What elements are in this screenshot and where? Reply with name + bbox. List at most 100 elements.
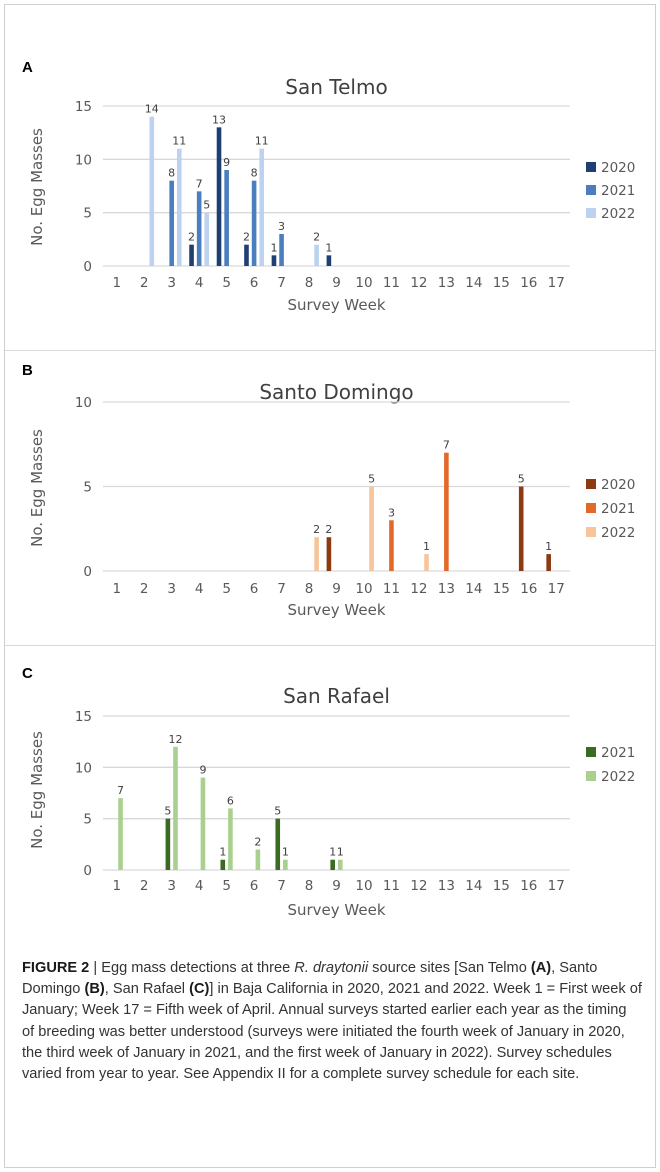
- y-tick-label: 10: [75, 760, 92, 776]
- x-tick-label: 2: [140, 581, 149, 597]
- bar-2020: [326, 537, 332, 571]
- x-tick-label: 15: [493, 581, 510, 597]
- y-axis-label: No. Egg Masses: [28, 731, 46, 849]
- x-tick-label: 5: [222, 275, 231, 291]
- bar-2022: [204, 212, 210, 266]
- data-label: 1: [329, 846, 336, 859]
- x-tick-label: 9: [332, 878, 341, 894]
- y-tick-label: 0: [83, 259, 92, 275]
- x-tick-label: 10: [355, 878, 372, 894]
- data-label: 1: [270, 241, 277, 254]
- bar-2022: [283, 859, 288, 870]
- figure-label: FIGURE 2: [22, 960, 90, 976]
- y-tick-label: 5: [83, 206, 92, 222]
- legend-swatch: [586, 162, 596, 172]
- data-label: 1: [337, 846, 344, 859]
- bar-2021: [275, 818, 281, 870]
- data-label: 2: [325, 523, 332, 536]
- x-tick-label: 9: [332, 581, 341, 597]
- bar-2022: [149, 116, 155, 266]
- legend-label: 2020: [601, 160, 635, 176]
- x-tick-label: 13: [438, 275, 455, 291]
- x-tick-label: 12: [410, 275, 427, 291]
- bar-2021: [251, 180, 257, 266]
- x-tick-label: 1: [112, 878, 121, 894]
- bar-2021: [220, 859, 226, 870]
- bar-2022: [424, 554, 429, 571]
- y-tick-label: 5: [83, 480, 92, 496]
- x-tick-label: 6: [250, 581, 259, 597]
- data-label: 3: [388, 506, 395, 519]
- x-axis-label: Survey Week: [287, 901, 385, 919]
- legend-label: 2020: [601, 477, 635, 493]
- caption-separator: |: [89, 960, 102, 976]
- legend-swatch: [586, 479, 596, 489]
- y-tick-label: 15: [75, 99, 92, 115]
- bar-2020: [216, 127, 222, 266]
- panel-label-b: B: [22, 362, 33, 379]
- x-tick-label: 12: [410, 878, 427, 894]
- data-label: 8: [168, 167, 175, 180]
- panel-label-c: C: [22, 665, 33, 682]
- legend-label: 2021: [601, 183, 635, 199]
- x-tick-label: 17: [548, 581, 565, 597]
- species-name: R. draytonii: [294, 960, 369, 976]
- y-axis-label: No. Egg Masses: [28, 429, 46, 547]
- bar-2021: [389, 520, 394, 571]
- x-tick-label: 6: [250, 275, 259, 291]
- chart-title: San Rafael: [283, 684, 390, 708]
- bar-2022: [255, 849, 261, 870]
- bar-2020: [189, 244, 194, 266]
- panel-label-a: A: [22, 59, 33, 76]
- x-tick-label: 17: [548, 275, 565, 291]
- legend-label: 2021: [601, 745, 635, 761]
- legend-swatch: [586, 503, 596, 513]
- caption-text: source sites [San Telmo: [368, 960, 531, 976]
- x-tick-label: 5: [222, 581, 231, 597]
- data-label: 7: [196, 177, 203, 190]
- caption-text: Egg mass detections at three: [101, 960, 295, 976]
- bar-2021: [165, 818, 171, 870]
- bar-2022: [228, 808, 233, 870]
- chart-title: Santo Domingo: [259, 380, 413, 404]
- bar-2021: [224, 170, 229, 266]
- figure-caption: FIGURE 2 | Egg mass detections at three …: [22, 958, 642, 1085]
- panel-divider: [5, 350, 655, 351]
- data-label: 2: [313, 523, 320, 536]
- data-label: 1: [282, 846, 289, 859]
- x-tick-label: 10: [355, 581, 372, 597]
- data-label: 1: [545, 540, 552, 553]
- x-tick-label: 16: [520, 275, 537, 291]
- data-label: 8: [251, 167, 258, 180]
- legend-swatch: [586, 527, 596, 537]
- legend-label: 2022: [601, 769, 635, 785]
- y-tick-label: 10: [75, 395, 92, 411]
- data-label: 5: [518, 473, 525, 486]
- data-label: 2: [243, 231, 250, 244]
- legend-swatch: [586, 185, 596, 195]
- x-tick-label: 13: [438, 878, 455, 894]
- data-label: 5: [368, 473, 375, 486]
- caption-text: ] in Baja California in 2020, 2021 and 2…: [22, 981, 642, 1083]
- bar-2022: [118, 798, 123, 870]
- x-tick-label: 15: [493, 878, 510, 894]
- data-label: 11: [255, 135, 269, 148]
- data-label: 9: [199, 764, 206, 777]
- x-tick-label: 1: [112, 275, 121, 291]
- x-tick-label: 7: [277, 581, 286, 597]
- data-label: 7: [117, 784, 124, 797]
- x-axis-label: Survey Week: [287, 296, 385, 314]
- x-tick-label: 3: [167, 878, 176, 894]
- x-tick-label: 9: [332, 275, 341, 291]
- data-label: 13: [212, 113, 226, 126]
- data-label: 5: [203, 199, 210, 212]
- y-tick-label: 15: [75, 709, 92, 725]
- bar-2022: [314, 244, 319, 266]
- bar-2020: [546, 554, 551, 571]
- bar-2021: [330, 859, 335, 870]
- bar-2021: [444, 452, 449, 571]
- bar-2020: [326, 255, 332, 266]
